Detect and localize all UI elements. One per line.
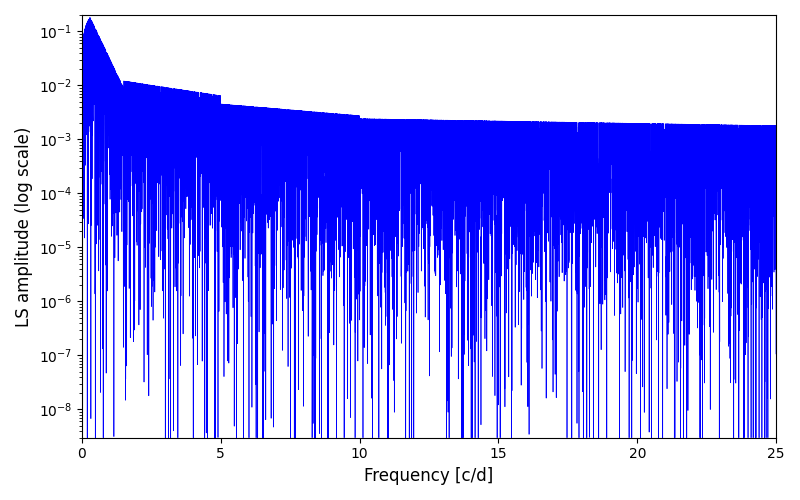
Y-axis label: LS amplitude (log scale): LS amplitude (log scale) [15,126,33,326]
X-axis label: Frequency [c/d]: Frequency [c/d] [364,467,494,485]
